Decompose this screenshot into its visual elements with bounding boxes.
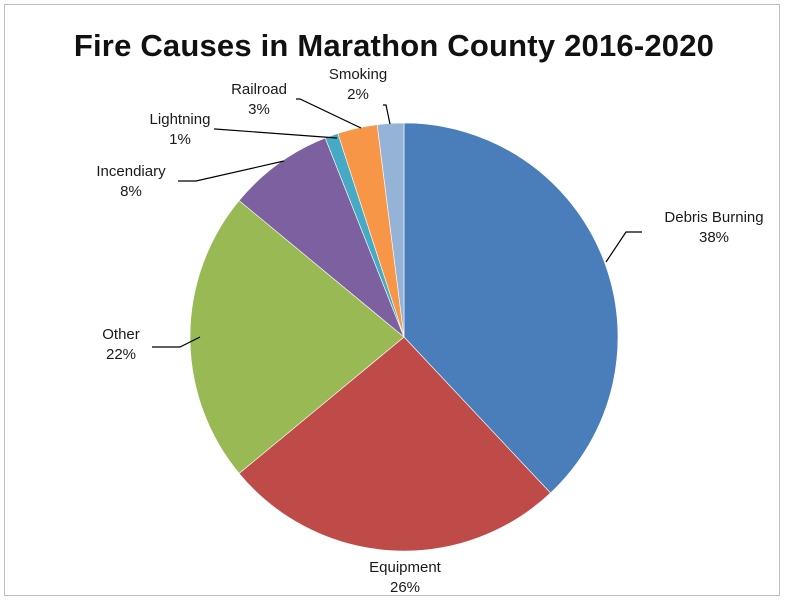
leader-line-lightning (214, 128, 338, 139)
pie-slice-debris-burning (403, 122, 619, 494)
slice-label-railroad: Railroad (231, 81, 287, 98)
slice-value-debris-burning: 38% (699, 229, 729, 246)
leader-line-incendiary (178, 160, 285, 182)
leader-line-other (152, 336, 201, 348)
pie-slice-incendiary (238, 137, 405, 338)
leader-line-debris-burning (605, 231, 642, 263)
slice-value-railroad: 3% (248, 101, 270, 118)
leader-lines (152, 98, 642, 348)
pie-slice-equipment (238, 336, 551, 552)
pie-slice-other (189, 200, 405, 474)
slice-label-equipment: Equipment (369, 559, 442, 576)
pie-slices (189, 122, 619, 552)
slice-value-lightning: 1% (169, 131, 191, 148)
data-labels: Debris Burning 38% Equipment 26% Other 22% Inc… (96, 66, 763, 596)
slice-label-smoking: Smoking (329, 66, 387, 83)
slice-label-other: Other (102, 326, 140, 343)
leader-line-smoking (383, 104, 391, 125)
slice-value-incendiary: 8% (120, 183, 142, 200)
slice-label-lightning: Lightning (150, 111, 211, 128)
slice-value-other: 22% (106, 346, 136, 363)
slice-value-equipment: 26% (390, 579, 420, 596)
slice-value-smoking: 2% (347, 86, 369, 103)
leader-line-railroad (296, 98, 362, 129)
slice-label-debris-burning: Debris Burning (664, 209, 763, 226)
slice-label-incendiary: Incendiary (96, 163, 166, 180)
pie-slice-smoking (376, 122, 405, 338)
chart-title: Fire Causes in Marathon County 2016-2020 (73, 28, 715, 63)
